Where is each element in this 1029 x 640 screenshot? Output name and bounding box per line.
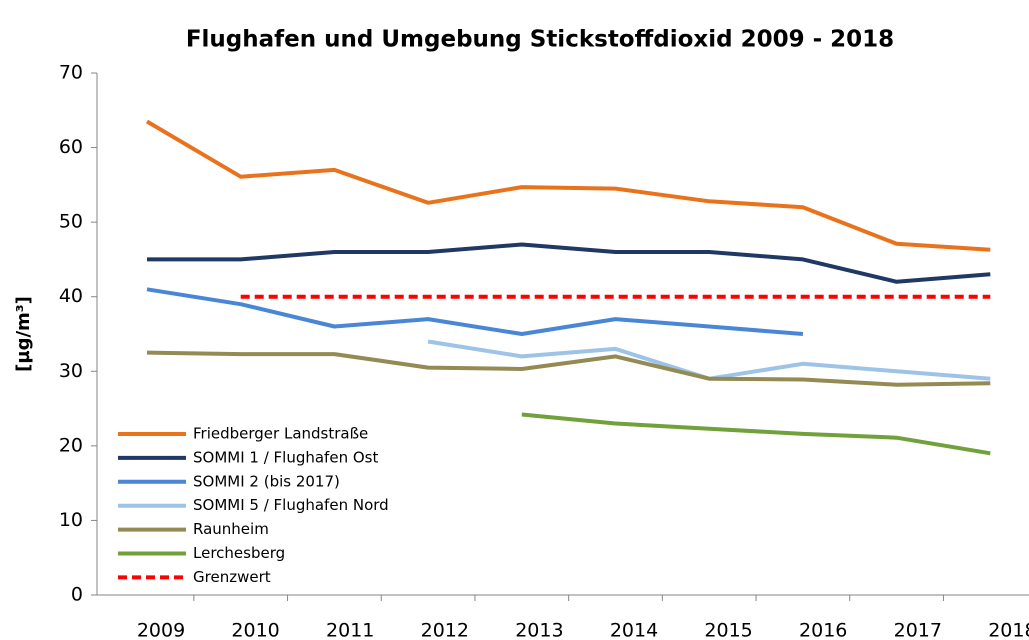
y-axis-label: [µg/m³]: [13, 296, 34, 372]
legend-label: Grenzwert: [193, 568, 271, 586]
legend-label: Friedberger Landstraße: [193, 425, 368, 443]
legend-label: Lerchesberg: [193, 544, 285, 562]
series-line: [146, 287, 804, 336]
legend-label: SOMMI 1 / Flughafen Ost: [193, 448, 378, 466]
x-tick-label: 2015: [704, 620, 752, 640]
x-tick-label: 2016: [799, 620, 847, 640]
x-tick-label: 2017: [894, 620, 942, 640]
series-line: [147, 242, 991, 284]
x-tick-label: 2011: [326, 620, 374, 640]
legend-label: SOMMI 2 (bis 2017): [193, 472, 340, 490]
y-tick-label: 10: [59, 509, 83, 531]
x-tick-label: 2009: [137, 620, 185, 640]
y-tick-label: 60: [59, 136, 83, 158]
y-tick-label: 50: [59, 211, 83, 233]
chart-title: Flughafen und Umgebung Stickstoffdioxid …: [186, 27, 894, 53]
legend: Friedberger Landstraße SOMMI 1 / Flughafe…: [108, 420, 438, 592]
x-tick-label: 2014: [610, 620, 658, 640]
legend-label: Raunheim: [193, 520, 269, 538]
series-line: [427, 339, 991, 381]
y-tick-label: 0: [71, 584, 83, 606]
y-tick-label: 40: [59, 285, 83, 307]
y-tick-label: 70: [59, 62, 83, 84]
x-tick-label: 2012: [421, 620, 469, 640]
x-tick-label: 2013: [515, 620, 563, 640]
y-tick-label: 20: [59, 434, 83, 456]
x-tick-label: 2010: [231, 620, 279, 640]
y-tick-label: 30: [59, 360, 83, 382]
x-tick-label: 2018: [988, 620, 1029, 640]
series-line: [521, 412, 991, 456]
series-line: [145, 119, 991, 252]
series-line: [146, 350, 991, 387]
legend-label: SOMMI 5 / Flughafen Nord: [193, 496, 389, 514]
